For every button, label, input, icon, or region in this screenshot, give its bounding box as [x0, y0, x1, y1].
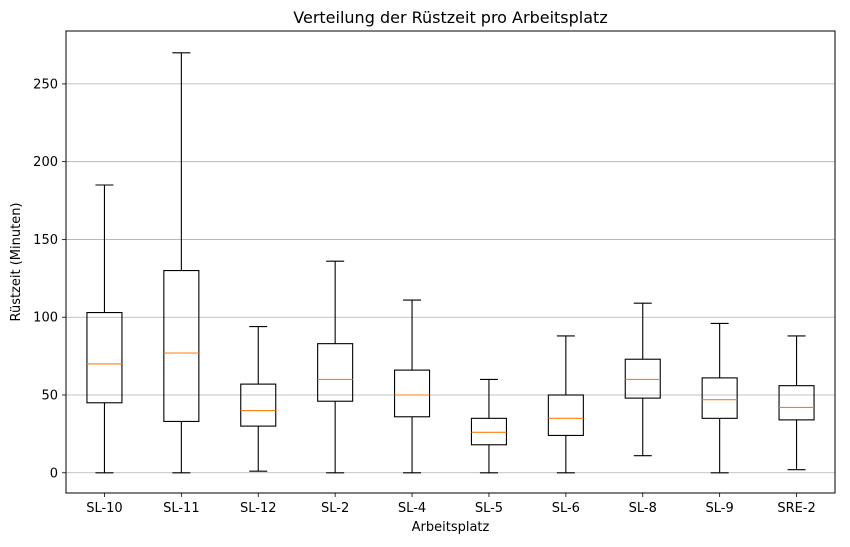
y-axis-ticks: 0 50 100 150 200 250	[33, 77, 66, 481]
iqr-box	[624, 358, 661, 399]
box-sl-5	[470, 378, 508, 474]
grid-lines	[66, 83, 835, 474]
iqr-box	[163, 270, 200, 422]
y-tick-label: 50	[41, 389, 58, 404]
chart-title: Verteilung der Rüstzeit pro Arbeitsplatz	[293, 8, 607, 27]
x-tick-label: SL-11	[163, 501, 200, 516]
y-tick-label: 100	[33, 311, 58, 326]
box-series	[86, 52, 815, 474]
iqr-box	[86, 312, 123, 404]
x-tick-label: SL-2	[321, 501, 349, 516]
iqr-box	[393, 369, 431, 418]
box-sre-2	[778, 335, 815, 471]
iqr-box	[547, 394, 584, 436]
x-tick-label: SL-9	[706, 501, 734, 516]
x-tick-label: SL-12	[240, 501, 277, 516]
y-axis-label: Rüstzeit (Minuten)	[9, 202, 24, 321]
box-sl-8	[624, 302, 661, 457]
x-tick-label: SL-5	[475, 501, 503, 516]
x-axis-ticks: SL-10 SL-11 SL-12 SL-2 SL-4 SL-5 SL-6 SL-8 SL-9 S…	[86, 493, 816, 516]
plot-area-frame	[65, 30, 836, 494]
y-tick-label: 200	[33, 155, 58, 170]
x-tick-label: SL-10	[86, 501, 123, 516]
x-axis-label: Arbeitsplatz	[412, 520, 490, 535]
box-sl-9	[701, 322, 738, 474]
iqr-box	[778, 385, 815, 421]
box-sl-12	[240, 326, 277, 472]
box-sl-4	[393, 299, 431, 474]
iqr-box	[240, 383, 277, 427]
x-tick-label: SL-6	[552, 501, 580, 516]
x-tick-label: SL-4	[398, 501, 426, 516]
x-tick-label: SRE-2	[777, 501, 815, 516]
x-tick-label: SL-8	[629, 501, 657, 516]
y-tick-label: 0	[50, 466, 58, 481]
iqr-box	[701, 377, 738, 419]
iqr-box	[470, 417, 508, 446]
box-sl-11	[163, 52, 200, 474]
iqr-box	[317, 343, 354, 402]
y-tick-label: 150	[33, 233, 58, 248]
y-tick-label: 250	[33, 77, 58, 92]
box-sl-6	[547, 335, 584, 474]
box-sl-10	[86, 184, 123, 474]
box-sl-2	[317, 260, 354, 474]
